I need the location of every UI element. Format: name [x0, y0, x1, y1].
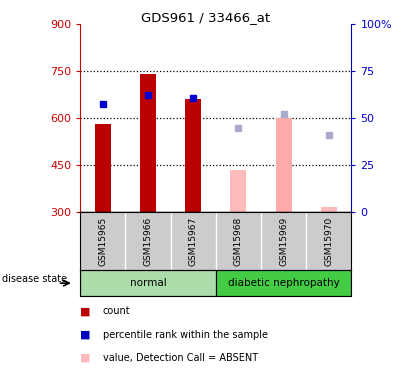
Bar [276, 118, 291, 212]
Text: ■: ■ [80, 306, 91, 316]
Text: value, Detection Call = ABSENT: value, Detection Call = ABSENT [103, 353, 258, 363]
Text: diabetic nephropathy: diabetic nephropathy [228, 278, 339, 288]
Text: percentile rank within the sample: percentile rank within the sample [103, 330, 268, 339]
Text: GSM15969: GSM15969 [279, 216, 288, 266]
Text: disease state: disease state [2, 274, 67, 284]
Bar [140, 74, 156, 212]
Bar [95, 124, 111, 212]
Bar [321, 207, 337, 212]
Bar [231, 170, 246, 212]
Text: GSM15965: GSM15965 [98, 216, 107, 266]
Text: ■: ■ [80, 330, 91, 339]
Bar [216, 270, 351, 296]
Text: GDS961 / 33466_at: GDS961 / 33466_at [141, 11, 270, 24]
Text: GSM15966: GSM15966 [143, 216, 152, 266]
Text: count: count [103, 306, 130, 316]
Text: GSM15970: GSM15970 [324, 216, 333, 266]
Text: GSM15967: GSM15967 [189, 216, 198, 266]
Text: normal: normal [129, 278, 166, 288]
Text: GSM15968: GSM15968 [234, 216, 243, 266]
Bar [185, 99, 201, 212]
Text: ■: ■ [80, 353, 91, 363]
Bar [80, 270, 216, 296]
